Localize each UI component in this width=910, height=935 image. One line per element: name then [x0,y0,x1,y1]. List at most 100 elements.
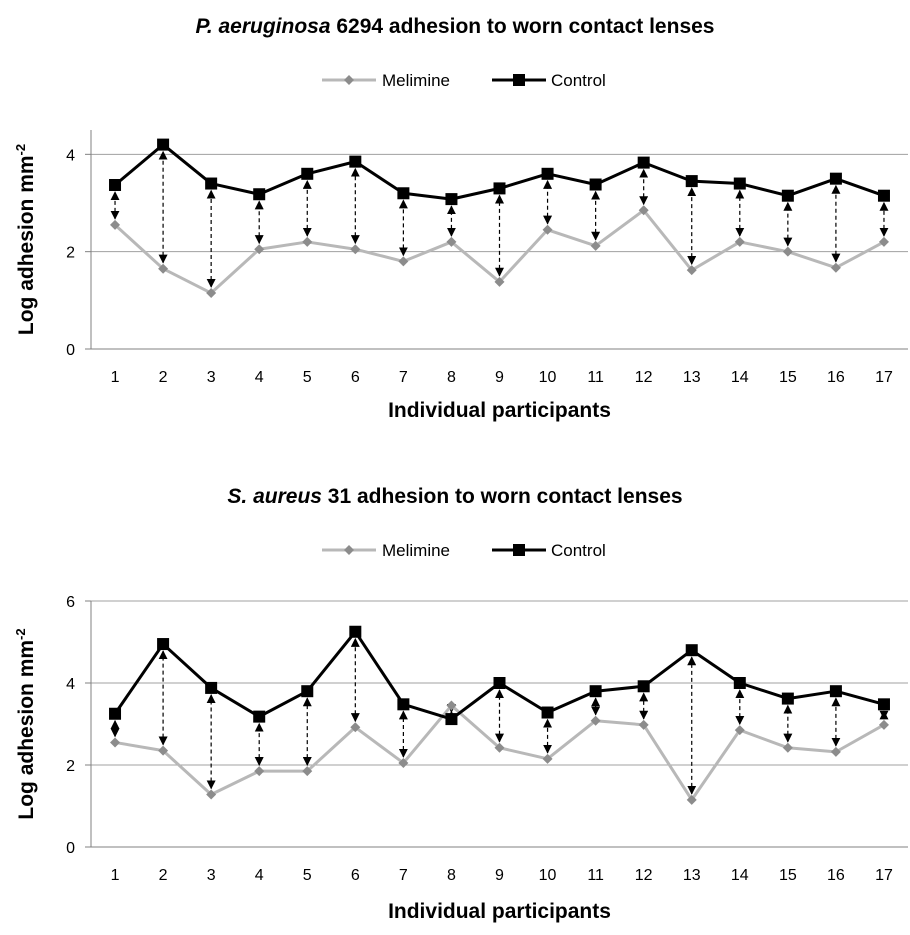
point-control [301,167,314,180]
point-control [493,677,506,689]
point-control [541,167,554,180]
point-control [685,175,698,188]
point-control [877,698,890,711]
point-control [685,644,698,657]
x-tick-label: 12 [635,867,653,884]
chart-sa-svg: S. aureus 31 adhesion to worn contact le… [13,485,908,923]
x-tick-label: 6 [351,867,360,884]
point-control [589,178,602,191]
y-tick-label: 6 [66,594,75,611]
point-melimine [254,244,265,255]
point-melimine [158,263,169,274]
y-tick-label: 4 [66,147,75,164]
point-melimine [878,719,889,730]
point-melimine [590,715,601,726]
point-control [781,692,794,705]
x-tick-label: 13 [683,867,701,884]
x-tick-label: 9 [495,369,504,386]
x-tick-label: 5 [303,369,312,386]
x-tick-label: 10 [539,867,557,884]
point-melimine [734,236,745,247]
point-control [157,138,170,151]
y-axis-title-superscript: -2 [13,144,28,156]
y-axis-title: Log adhesion mm-2 [13,628,38,819]
y-tick-label: 2 [66,758,75,775]
point-melimine [350,244,361,255]
point-control [253,710,266,723]
legend-label-control: Control [551,71,606,90]
y-tick-label: 0 [66,840,75,857]
point-melimine [494,276,505,287]
x-tick-label: 17 [875,867,893,884]
point-melimine [302,236,313,247]
chart-panel-pa: P. aeruginosa 6294 adhesion to worn cont… [0,0,910,460]
point-melimine [638,205,649,216]
point-control [541,706,554,719]
y-tick-label: 4 [66,676,75,693]
point-control [397,187,410,200]
x-tick-label: 4 [255,867,264,884]
y-tick-label: 0 [66,342,75,359]
point-melimine [542,224,553,235]
point-melimine [350,722,361,733]
point-control [829,685,842,698]
x-tick-label: 3 [207,369,216,386]
chart-title-italic: P. aeruginosa [196,15,331,38]
point-melimine [830,262,841,273]
point-melimine [110,219,121,230]
x-tick-label: 6 [351,369,360,386]
x-tick-label: 16 [827,867,845,884]
legend-label-control: Control [551,541,606,560]
x-tick-label: 5 [303,867,312,884]
point-control [733,677,746,689]
x-tick-label: 14 [731,369,749,386]
x-tick-label: 8 [447,867,456,884]
legend: Melimine Control [322,71,606,90]
y-axis-title: Log adhesion mm-2 [13,144,38,335]
point-control [637,156,650,169]
x-tick-label: 7 [399,867,408,884]
point-melimine [494,742,505,753]
point-melimine [110,737,121,748]
point-control [109,178,122,191]
point-control [637,680,650,693]
legend-marker-control [513,544,525,556]
legend-label-melimine: Melimine [382,541,450,560]
y-axis-title-superscript: -2 [13,628,28,640]
x-tick-label: 8 [447,369,456,386]
point-control [157,638,170,651]
point-control [109,707,122,720]
point-control [877,189,890,202]
x-axis-title: Individual participants [388,399,611,422]
legend-marker-melimine [344,545,354,555]
x-tick-label: 7 [399,369,408,386]
point-melimine [782,742,793,753]
x-tick-label: 11 [587,369,604,386]
chart-pa-svg: P. aeruginosa 6294 adhesion to worn cont… [13,15,908,422]
point-melimine [206,789,217,800]
point-melimine [398,256,409,267]
point-control [349,155,362,168]
chart-sa-panel: S. aureus 31 adhesion to worn contact le… [0,470,910,930]
point-control [733,177,746,190]
y-tick-label: 2 [66,245,75,262]
point-melimine [734,725,745,736]
x-tick-label: 2 [159,867,168,884]
x-tick-label: 1 [111,867,120,884]
point-melimine [686,794,697,805]
point-melimine [158,745,169,756]
chart-title-rest: 31 adhesion to worn contact lenses [322,485,683,508]
x-tick-label: 13 [683,369,701,386]
chart-title-rest: 6294 adhesion to worn contact lenses [331,15,715,38]
x-tick-label: 3 [207,867,216,884]
point-control [445,193,458,206]
x-axis-title: Individual participants [388,900,611,923]
y-axis-title-text: Log adhesion mm [15,640,38,820]
point-melimine [830,746,841,757]
x-tick-label: 11 [587,867,604,884]
point-melimine [638,719,649,730]
x-tick-label: 1 [111,369,120,386]
x-tick-label: 15 [779,867,797,884]
point-melimine [878,236,889,247]
chart-title: S. aureus 31 adhesion to worn contact le… [227,485,682,508]
